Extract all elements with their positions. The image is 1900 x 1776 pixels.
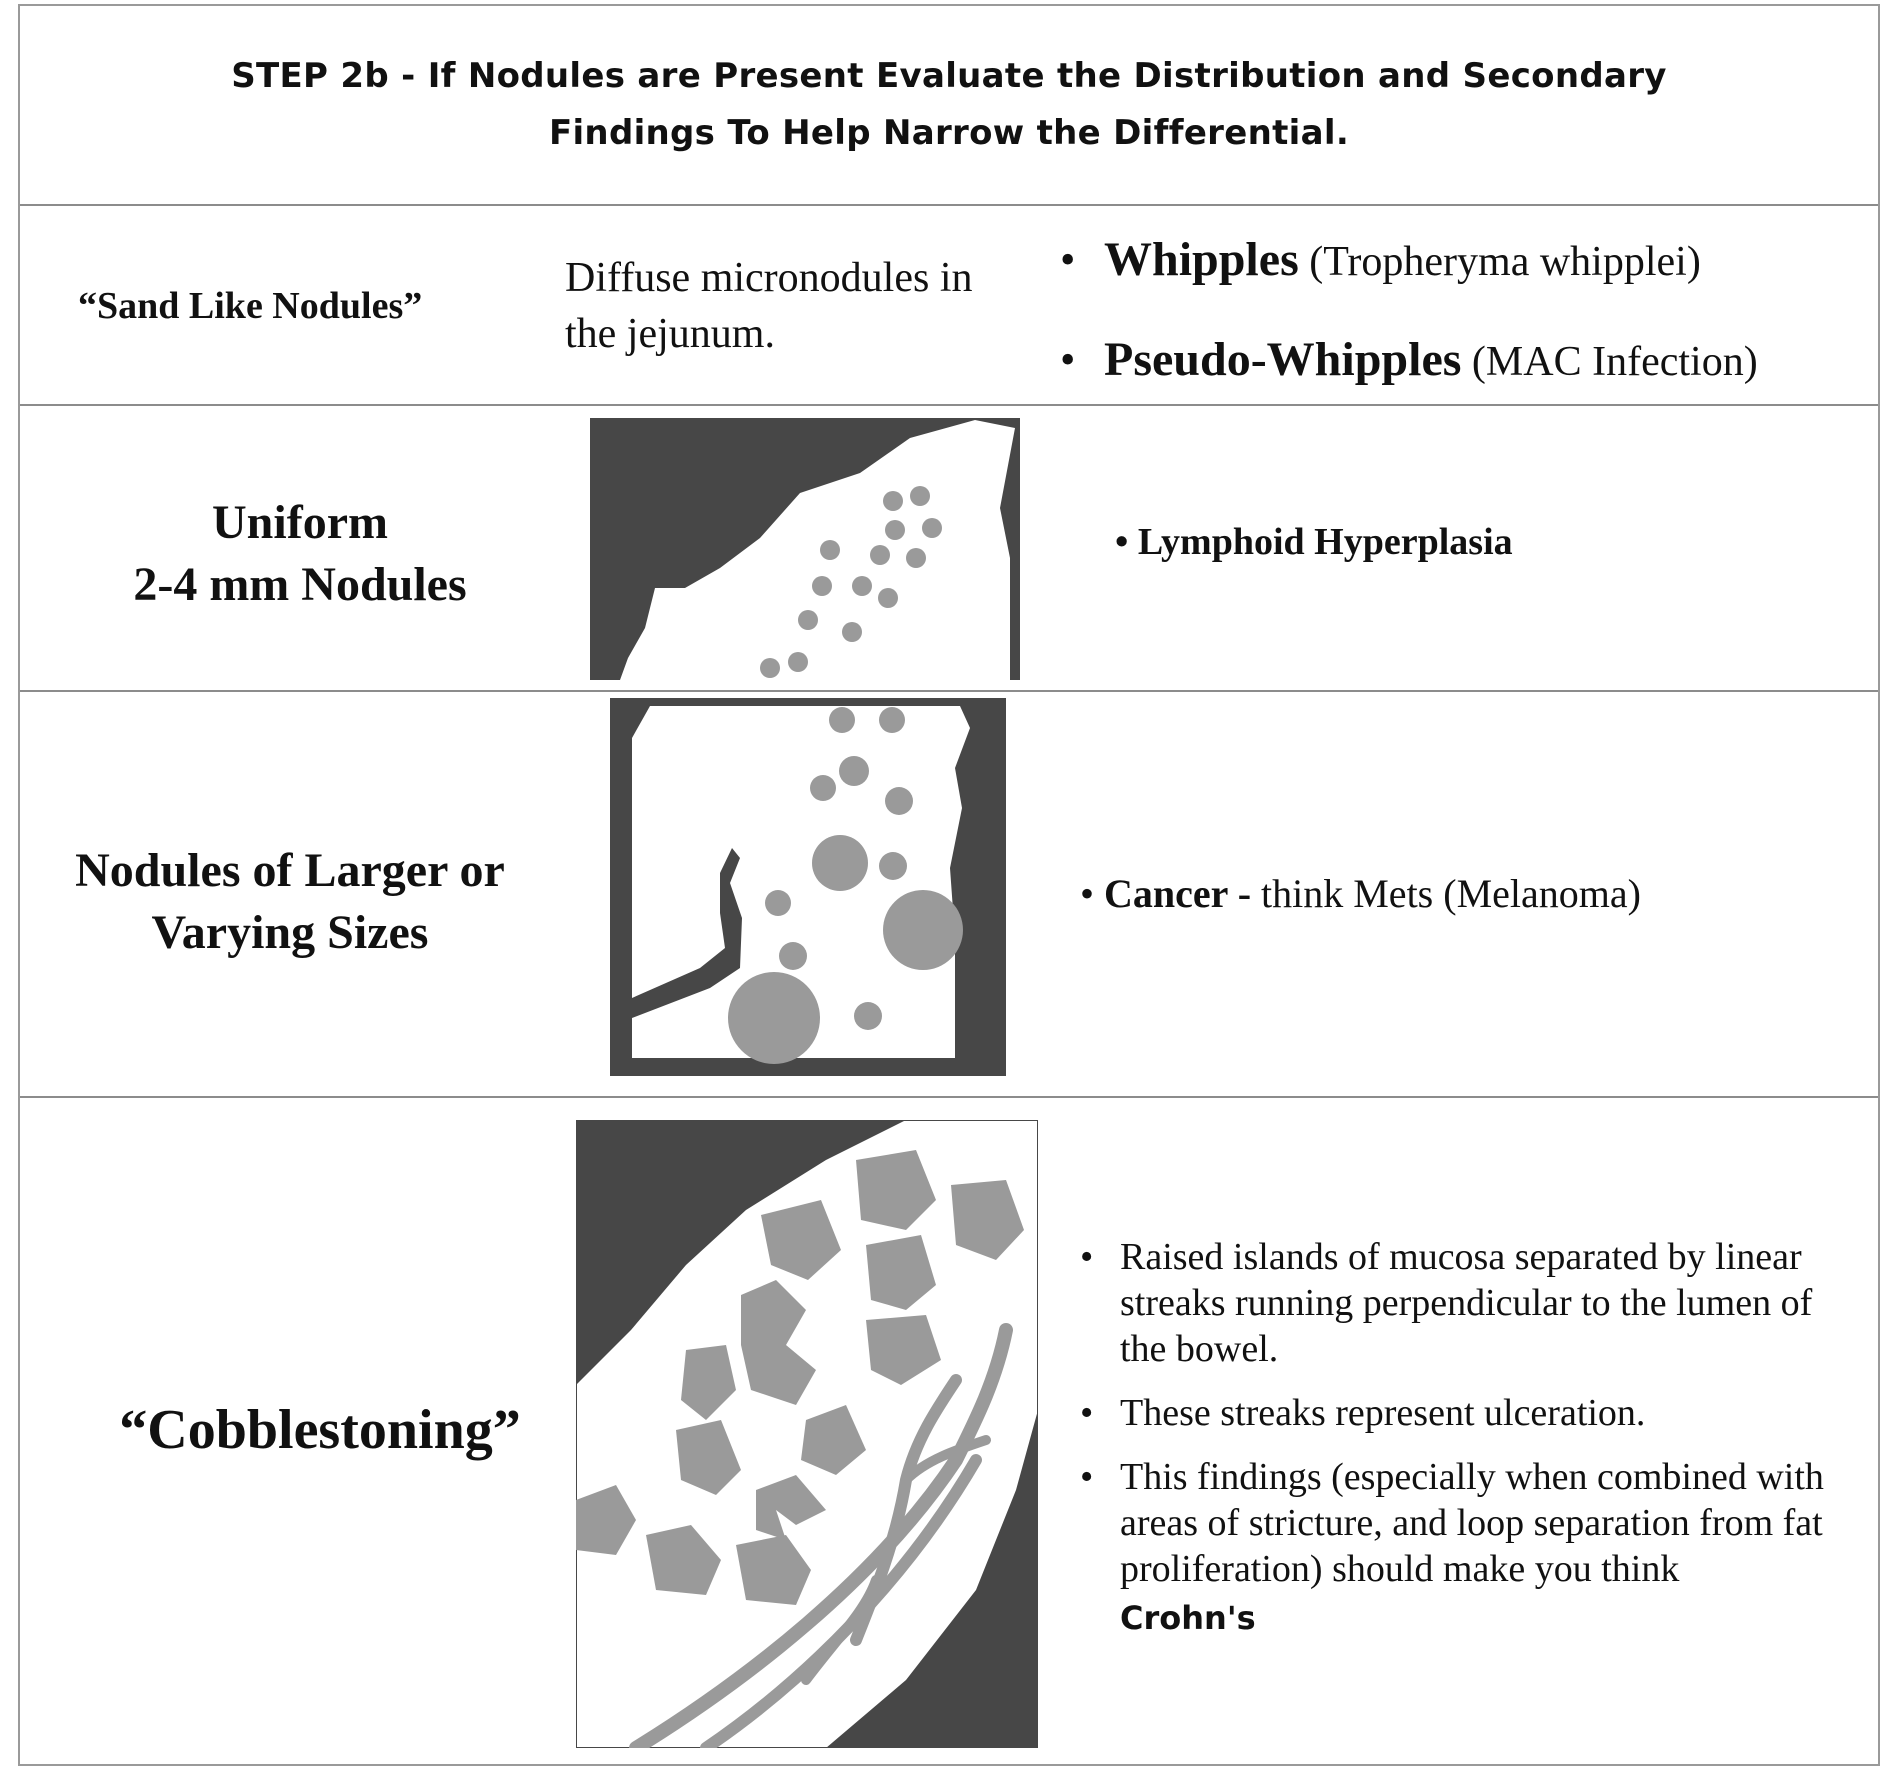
- row-sand-like-nodules: “Sand Like Nodules” Diffuse micronodules…: [20, 206, 1878, 406]
- diagnosis-name: Whipples: [1104, 233, 1299, 286]
- row-label: “Sand Like Nodules”: [78, 284, 422, 328]
- bullet-icon: •: [1080, 1454, 1093, 1500]
- title-line-2: Findings To Help Narrow the Differential…: [169, 105, 1729, 162]
- page-title: STEP 2b - If Nodules are Present Evaluat…: [169, 48, 1729, 162]
- diagnosis-item: • Lymphoid Hyperplasia: [1115, 520, 1513, 564]
- bullet-icon: •: [1080, 1390, 1093, 1436]
- list-item: • Raised islands of mucosa separated by …: [1080, 1234, 1880, 1372]
- diagnosis-name: Cancer -: [1104, 871, 1251, 916]
- table-header: STEP 2b - If Nodules are Present Evaluat…: [20, 6, 1878, 206]
- list-item: • Pseudo-Whipples (MAC Infection): [1060, 330, 1758, 390]
- row-label: Nodules of Larger or Varying Sizes: [50, 840, 530, 964]
- finding-line: This findings (especially when combined …: [1120, 1454, 1880, 1500]
- finding-line: proliferation) should make you think: [1120, 1546, 1880, 1592]
- conclusion: Crohn's: [1120, 1592, 1880, 1644]
- label-line-2: Varying Sizes: [50, 902, 530, 964]
- bullet-icon: •: [1115, 521, 1128, 563]
- diagnosis-item: • Cancer - think Mets (Melanoma): [1080, 870, 1641, 917]
- row-cobblestoning: “Cobblestoning”: [20, 1098, 1878, 1766]
- list-item: • These streaks represent ulceration.: [1080, 1390, 1880, 1436]
- title-line-1: STEP 2b - If Nodules are Present Evaluat…: [169, 48, 1729, 105]
- list-item: • Whipples (Tropheryma whipplei): [1060, 230, 1758, 290]
- label-line-2: 2-4 mm Nodules: [60, 554, 540, 616]
- description-line-2: the jejunum.: [565, 306, 973, 362]
- diagnosis-detail: (MAC Infection): [1461, 339, 1757, 385]
- row-varying-nodules: Nodules of Larger or Varying Sizes • Can…: [20, 692, 1878, 1098]
- label-line-1: Uniform: [60, 492, 540, 554]
- bullet-icon: •: [1060, 330, 1075, 390]
- bullet-icon: •: [1060, 230, 1075, 290]
- finding-line: areas of stricture, and loop separation …: [1120, 1500, 1880, 1546]
- row-label: Uniform 2-4 mm Nodules: [60, 492, 540, 616]
- label-line-1: Nodules of Larger or: [50, 840, 530, 902]
- bullet-icon: •: [1080, 1234, 1093, 1280]
- row-description: Diffuse micronodules in the jejunum.: [565, 250, 973, 362]
- diagnosis-list: • Whipples (Tropheryma whipplei) • Pseud…: [1060, 230, 1758, 390]
- diagnosis-name: Pseudo-Whipples: [1104, 333, 1461, 386]
- findings-list: • Raised islands of mucosa separated by …: [1080, 1234, 1880, 1644]
- description-line-1: Diffuse micronodules in: [565, 250, 973, 306]
- diagnosis-name: Lymphoid Hyperplasia: [1138, 521, 1513, 563]
- row-uniform-nodules: Uniform 2-4 mm Nodules • Lymphoid Hyperp…: [20, 406, 1878, 692]
- diagnosis-detail: think Mets (Melanoma): [1251, 871, 1641, 916]
- bullet-icon: •: [1080, 871, 1094, 916]
- diagnosis-detail: (Tropheryma whipplei): [1299, 239, 1701, 285]
- finding-line: streaks running perpendicular to the lum…: [1120, 1280, 1880, 1326]
- finding-line: Raised islands of mucosa separated by li…: [1120, 1234, 1880, 1280]
- finding-line: These streaks represent ulceration.: [1120, 1390, 1880, 1436]
- cobblestoning-illustration: [576, 1120, 1038, 1748]
- list-item: • This findings (especially when combine…: [1080, 1454, 1880, 1644]
- finding-line: the bowel.: [1120, 1326, 1880, 1372]
- row-label: “Cobblestoning”: [70, 1398, 570, 1462]
- uniform-nodules-illustration: [590, 418, 1020, 680]
- varying-nodules-illustration: [610, 698, 1006, 1076]
- reference-table: STEP 2b - If Nodules are Present Evaluat…: [18, 4, 1880, 1766]
